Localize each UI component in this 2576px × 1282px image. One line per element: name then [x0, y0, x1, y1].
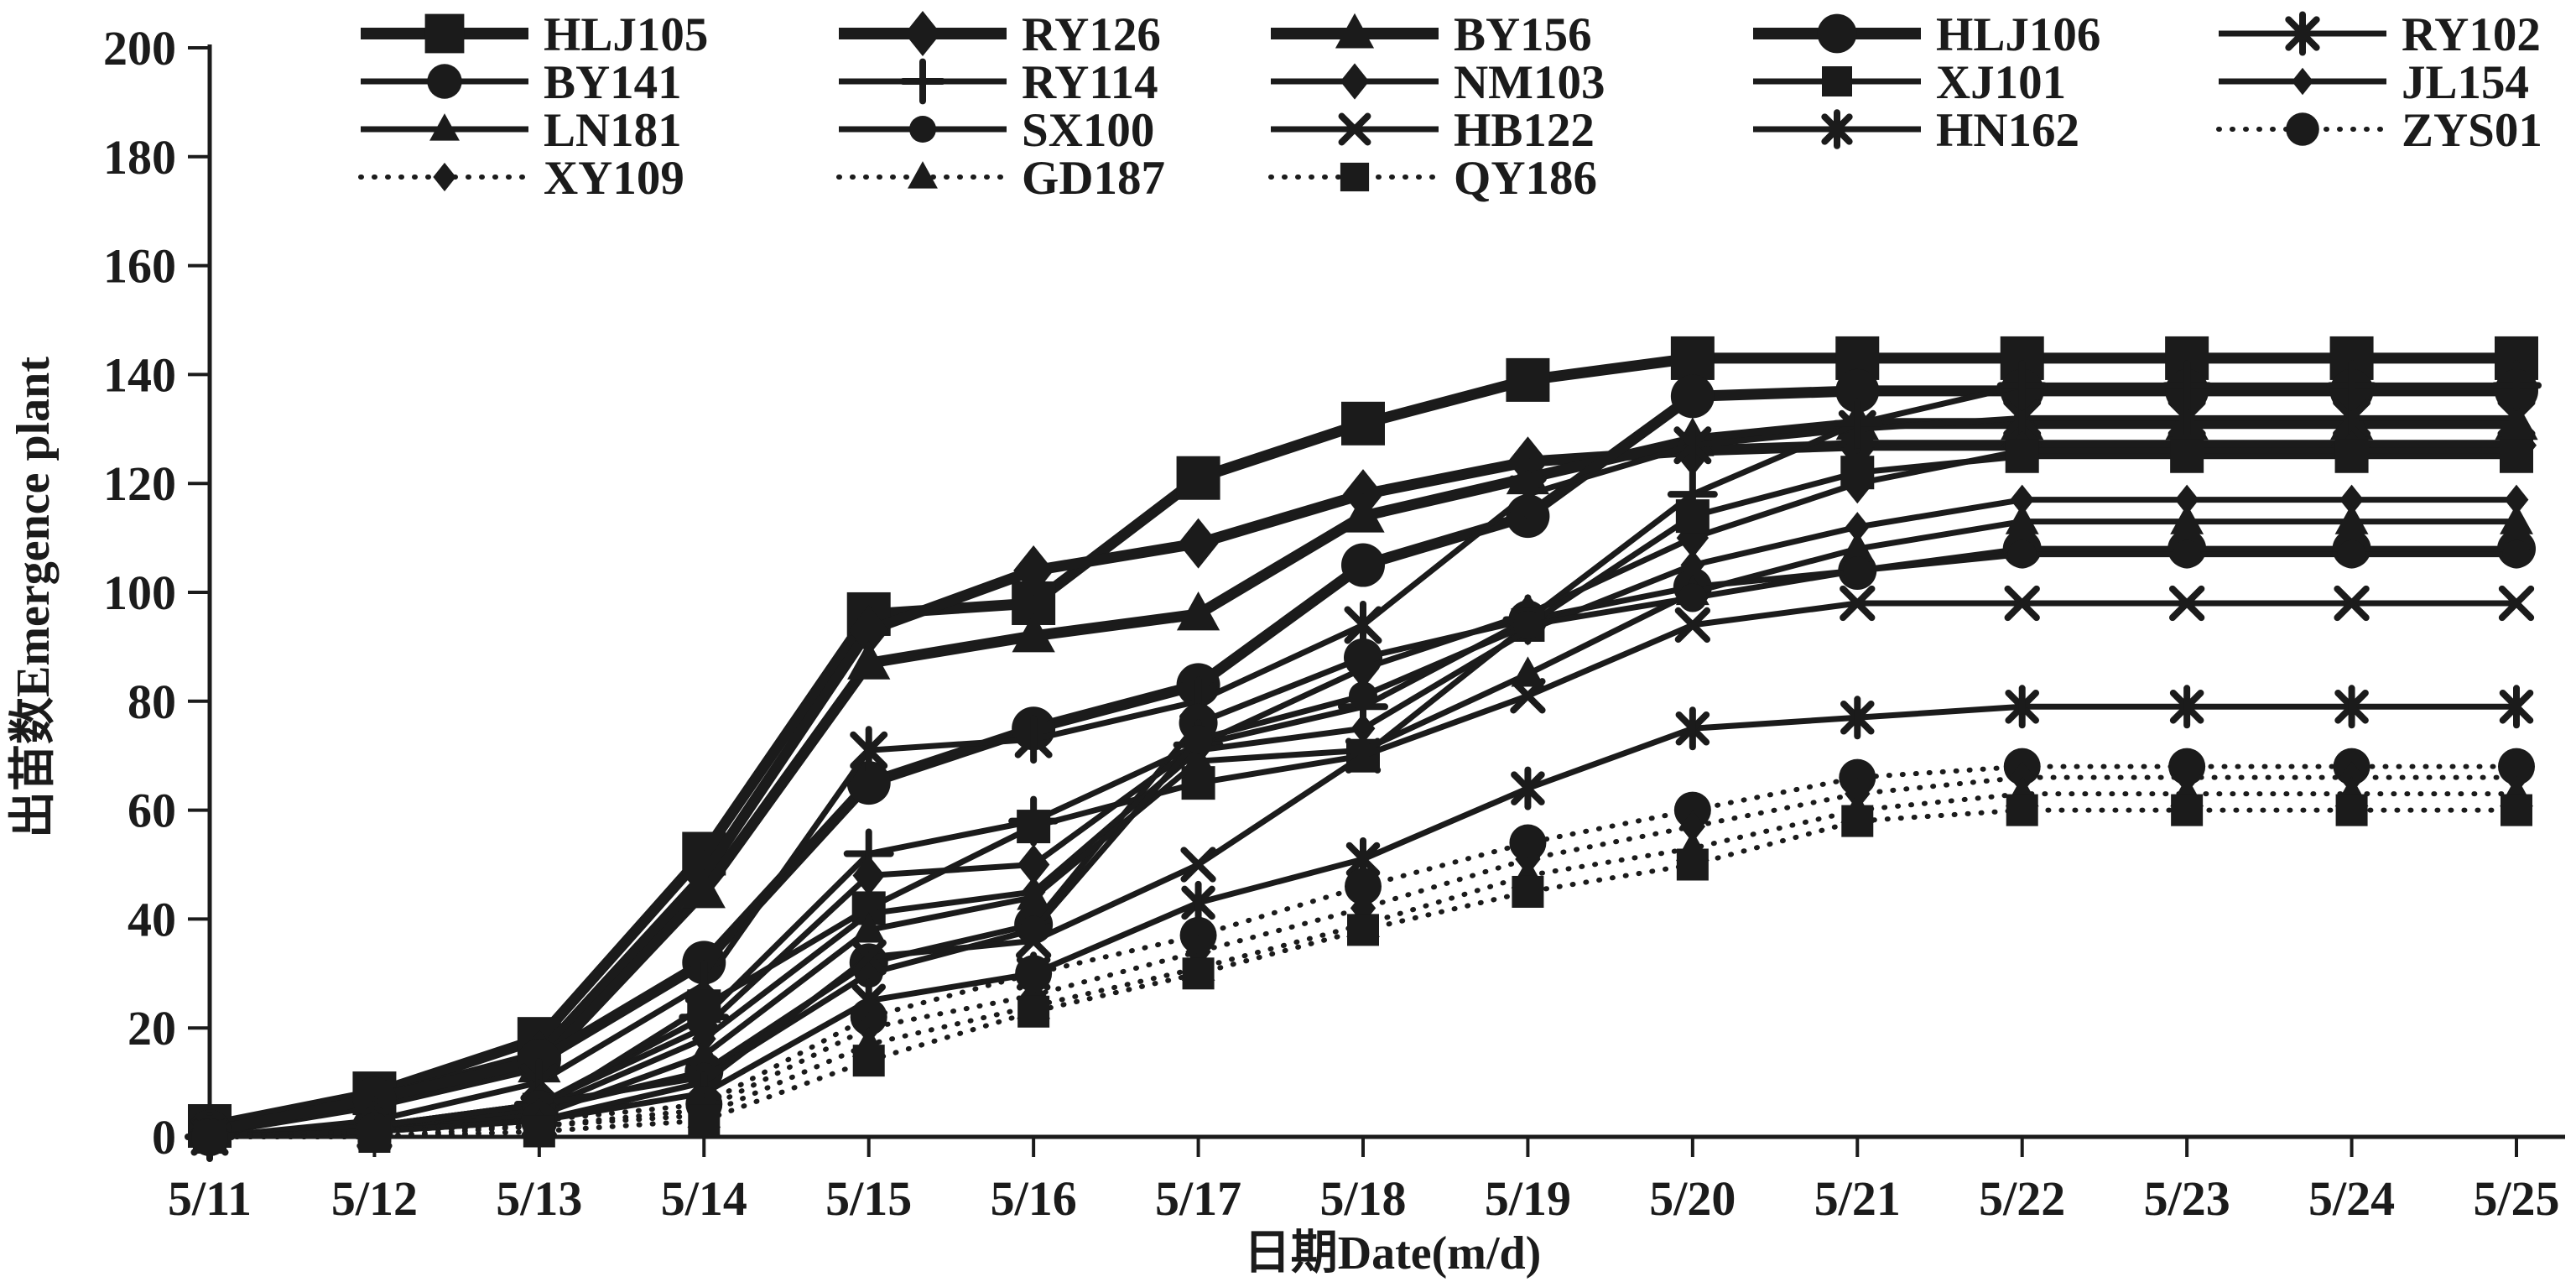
x-tick-label: 5/15 — [825, 1171, 912, 1226]
legend-label: RY114 — [1022, 56, 1158, 109]
x-tick-label: 5/12 — [331, 1171, 418, 1226]
legend-label: BY156 — [1454, 8, 1592, 61]
x-tick-label: 5/23 — [2144, 1171, 2230, 1226]
legend-item-BY156: BY156 — [1271, 8, 1592, 61]
legend-swatch-triangle-icon — [1271, 13, 1439, 49]
y-tick-label: 20 — [127, 1001, 176, 1055]
series-HB122 — [191, 585, 2535, 1155]
legend-item-HB122: HB122 — [1271, 104, 1595, 157]
y-tick-label: 120 — [103, 456, 176, 511]
legend: HLJ105 RY126 BY156 HLJ106 RY102 BY141 RY114 NM1… — [358, 8, 2542, 205]
legend-swatch-circle-icon — [1753, 13, 1921, 54]
x-tick-label: 5/24 — [2308, 1171, 2395, 1226]
legend-label: HB122 — [1454, 104, 1595, 157]
legend-swatch-diamond-icon — [358, 162, 531, 192]
legend-swatch-square-icon — [1268, 162, 1441, 192]
legend-item-QY186: QY186 — [1268, 152, 1597, 205]
x-tick-label: 5/14 — [661, 1171, 747, 1226]
x-tick-label: 5/11 — [168, 1171, 252, 1226]
series-QY186 — [194, 794, 2532, 1153]
legend-item-BY141: BY141 — [361, 56, 682, 109]
legend-swatch-diamond-icon — [839, 11, 1007, 56]
y-tick-label: 200 — [103, 21, 176, 76]
x-tick-label: 5/19 — [1485, 1171, 1571, 1226]
x-tick-label: 5/21 — [1814, 1171, 1901, 1226]
legend-label: QY186 — [1454, 152, 1597, 205]
legend-swatch-triangle-icon — [361, 113, 528, 141]
y-tick-label: 180 — [103, 130, 176, 185]
y-tick-label: 160 — [103, 239, 176, 294]
legend-label: HN162 — [1936, 104, 2079, 157]
y-tick-label: 40 — [127, 892, 176, 946]
legend-label: XY109 — [544, 152, 684, 205]
y-tick-label: 0 — [152, 1110, 176, 1165]
legend-item-HLJ105: HLJ105 — [361, 8, 708, 61]
legend-swatch-x-icon — [1271, 112, 1439, 146]
x-tick-label: 5/20 — [1649, 1171, 1736, 1226]
x-tick-label: 5/13 — [496, 1171, 582, 1226]
legend-item-RY114: RY114 — [839, 56, 1158, 109]
x-tick-label: 5/25 — [2473, 1171, 2559, 1226]
legend-swatch-circle-icon — [361, 64, 528, 99]
legend-item-XY109: XY109 — [358, 152, 684, 205]
series-line-XY109 — [207, 774, 2519, 1139]
x-tick-label: 5/17 — [1155, 1171, 1241, 1226]
legend-item-RY126: RY126 — [839, 8, 1161, 61]
x-tick-label: 5/16 — [991, 1171, 1077, 1226]
legend-swatch-diamond-icon — [1271, 63, 1439, 100]
x-axis-title: 日期Date(m/d) — [1244, 1227, 1542, 1279]
legend-swatch-circle-icon — [2216, 112, 2389, 146]
x-tick-label: 5/18 — [1319, 1171, 1406, 1226]
legend-item-GD187: GD187 — [836, 152, 1165, 205]
legend-label: HLJ105 — [544, 8, 708, 61]
legend-label: GD187 — [1022, 152, 1165, 205]
legend-swatch-square-icon — [1753, 66, 1921, 96]
legend-label: NM103 — [1454, 56, 1605, 109]
y-tick-label: 140 — [103, 347, 176, 402]
legend-label: RY102 — [2402, 8, 2541, 61]
axes: 0 20 40 60 80 100 120 140 160 180 200 5/11 5/12 5/13 5… — [103, 21, 2565, 1226]
series-lines — [185, 336, 2542, 1162]
y-axis-title: 出苗数Emergence plant — [8, 357, 60, 838]
legend-item-HLJ106: HLJ106 — [1753, 8, 2100, 61]
legend-swatch-circle-icon — [839, 116, 1007, 143]
legend-item-HN162: HN162 — [1753, 104, 2079, 157]
legend-label: HLJ106 — [1936, 8, 2100, 61]
y-tick-label: 80 — [127, 675, 176, 729]
legend-item-NM103: NM103 — [1271, 56, 1605, 109]
legend-item-ZYS01: ZYS01 — [2216, 104, 2542, 157]
legend-swatch-asterisk-icon — [1753, 109, 1921, 149]
legend-item-SX100: SX100 — [839, 104, 1154, 157]
legend-item-XJ101: XJ101 — [1753, 56, 2066, 109]
legend-swatch-plus-icon — [839, 58, 1007, 105]
legend-label: LN181 — [544, 104, 682, 157]
legend-label: JL154 — [2402, 56, 2529, 109]
legend-swatch-diamond-icon — [2219, 67, 2386, 96]
legend-swatch-triangle-icon — [836, 161, 1009, 189]
legend-label: ZYS01 — [2402, 104, 2542, 157]
legend-item-LN181: LN181 — [361, 104, 682, 157]
legend-swatch-square-icon — [361, 13, 528, 54]
legend-label: XJ101 — [1936, 56, 2066, 109]
y-tick-label: 100 — [103, 565, 176, 620]
legend-item-JL154: JL154 — [2219, 56, 2529, 109]
legend-label: SX100 — [1022, 104, 1154, 157]
legend-label: BY141 — [544, 56, 682, 109]
legend-label: RY126 — [1022, 8, 1161, 61]
y-tick-label: 60 — [127, 784, 176, 838]
legend-swatch-asterisk-icon — [2219, 11, 2386, 56]
x-tick-label: 5/22 — [1979, 1171, 2065, 1226]
legend-item-RY102: RY102 — [2219, 8, 2541, 61]
